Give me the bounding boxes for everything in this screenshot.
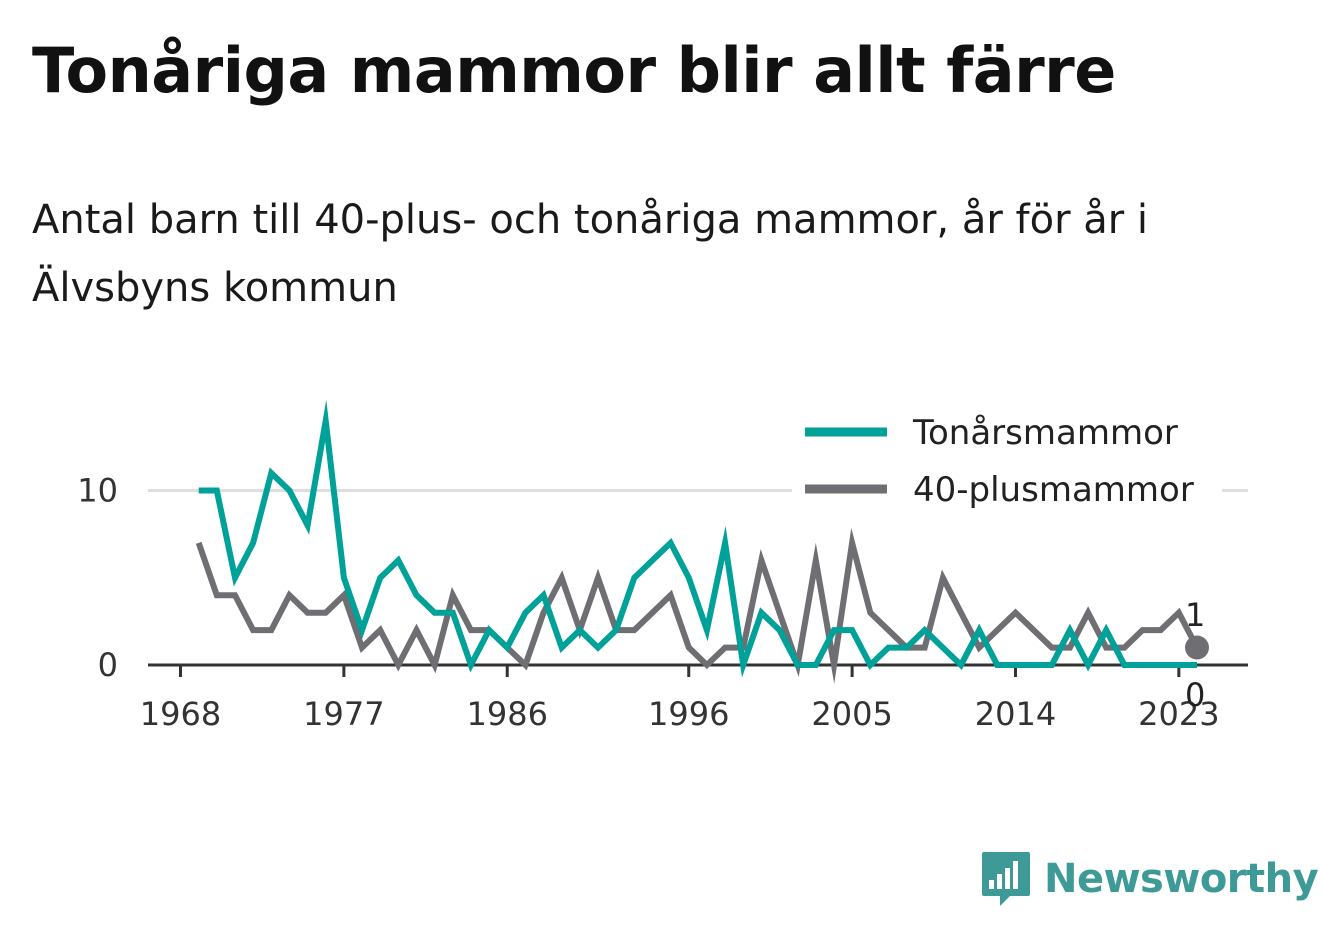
y-tick-label-10: 10 xyxy=(77,472,118,510)
x-tick-label-2005: 2005 xyxy=(811,695,892,733)
end-label-tonarsmammor: 0 xyxy=(1185,676,1205,714)
series-lines xyxy=(195,399,1200,684)
legend: Tonårsmammor 40-plusmammor xyxy=(792,410,1222,511)
x-tick-label-1986: 1986 xyxy=(467,695,548,733)
y-axis: 0 10 xyxy=(77,472,118,684)
legend-label-tonarsmammor: Tonårsmammor xyxy=(912,413,1178,453)
x-axis: 1968 1977 1986 1996 2005 2014 2023 xyxy=(140,663,1248,733)
y-tick-label-0: 0 xyxy=(98,646,118,684)
newsworthy-logo-icon xyxy=(982,852,1030,906)
x-tick-label-1977: 1977 xyxy=(303,695,384,733)
end-labels: 10 xyxy=(1185,596,1209,714)
x-tick-label-2014: 2014 xyxy=(975,695,1056,733)
end-point-40-plusmammor xyxy=(1185,635,1209,660)
series-line-40-plusmammor xyxy=(195,527,1200,684)
end-label-40-plusmammor: 1 xyxy=(1185,596,1205,634)
x-tick-label-1996: 1996 xyxy=(648,695,729,733)
newsworthy-logo-text: Newsworthy xyxy=(1044,856,1319,902)
chart-subtitle: Antal barn till 40-plus- och tonåriga ma… xyxy=(32,197,1149,311)
legend-label-40-plusmammor: 40-plusmammor xyxy=(913,470,1194,510)
chart-title: Tonåriga mammor blir allt färre xyxy=(32,34,1116,107)
series-line-tonarsmammor xyxy=(198,399,1197,678)
newsworthy-logo: Newsworthy xyxy=(980,850,1319,908)
x-tick-label-1968: 1968 xyxy=(140,695,221,733)
x-tick-label-2023: 2023 xyxy=(1138,695,1219,733)
